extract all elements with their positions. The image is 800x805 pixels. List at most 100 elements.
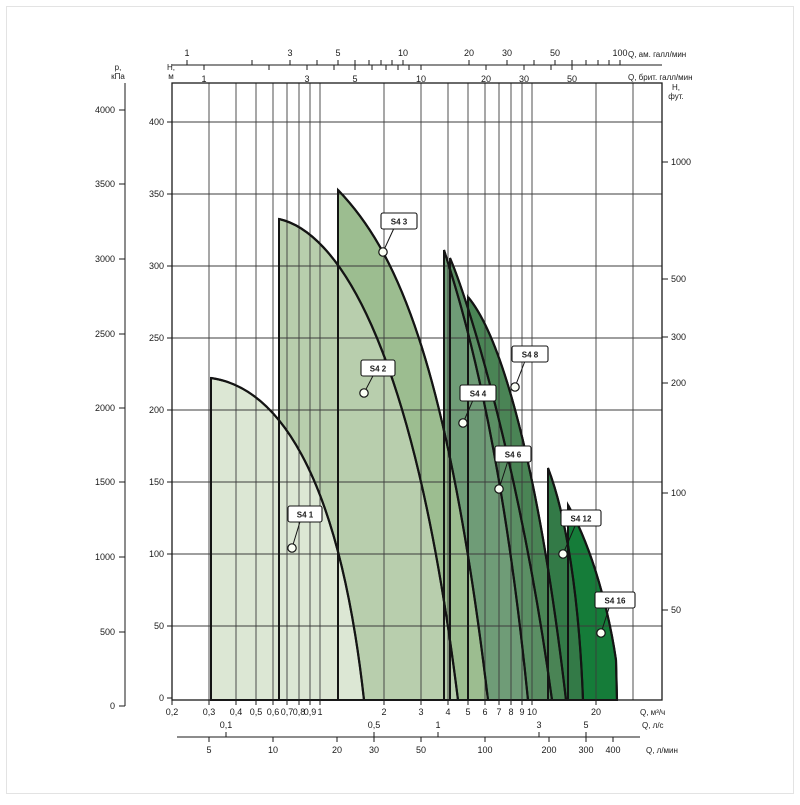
callout-box-s4-3: [380, 212, 418, 230]
page-border: [6, 6, 794, 794]
kpa-tick-label: 2000: [95, 403, 115, 413]
m3h-tick-label: 0,4: [230, 707, 243, 717]
h-ft-tick-label: 300: [671, 332, 686, 342]
model-callouts: S4 16 S4 12 S4 8 S4 6 S4 4 S4 3 S4 2 S4 1: [287, 212, 636, 638]
curve-marker-s4-4: [458, 418, 468, 428]
lmin-tick-label: 200: [541, 745, 556, 755]
kpa-tick-label: 3000: [95, 254, 115, 264]
m3h-tick-label: 0,6: [267, 707, 280, 717]
curve-marker-s4-16: [596, 628, 606, 638]
kpa-axis-label: p,: [115, 63, 122, 72]
callout-box-s4-8: [511, 345, 549, 363]
m3h-tick-label: 0,8: [293, 707, 306, 717]
curve-marker-s4-2: [359, 388, 369, 398]
kpa-tick-label: 500: [100, 627, 115, 637]
max-head-curve: [467, 296, 568, 701]
ls-tick-label: 3: [536, 720, 541, 730]
curve-marker-s4-3: [378, 247, 388, 257]
m3h-tick-label: 7: [496, 707, 501, 717]
callout-label-s4-12: S4 12: [571, 515, 592, 524]
m3h-tick-label: 3: [418, 707, 423, 717]
h-ft-tick-label: 500: [671, 274, 686, 284]
h-ft-tick-label: 50: [671, 605, 681, 615]
m3h-tick-label: 0,2: [166, 707, 179, 717]
kpa-tick-label: 1000: [95, 552, 115, 562]
m3h-tick-label: 4: [445, 707, 450, 717]
max-head-curve: [210, 376, 366, 701]
m3h-tick-label: 1: [317, 707, 322, 717]
h-m-axis-label: H,: [167, 63, 175, 72]
callout-box-s4-1: [287, 505, 323, 523]
ls-tick-label: 0,5: [368, 720, 381, 730]
lmin-tick-label: 300: [578, 745, 593, 755]
curve-marker-s4-12: [558, 549, 568, 559]
callout-box-s4-2: [360, 359, 396, 377]
kpa-tick-label: 3500: [95, 179, 115, 189]
m3h-tick-label: 8: [508, 707, 513, 717]
kpa-tick-label: 4000: [95, 105, 115, 115]
h-m-axis-label: м: [168, 72, 174, 81]
lmin-axis-label: Q, л/мин: [646, 746, 678, 755]
imp-gpm-tick-label: 3: [304, 74, 309, 84]
lmin-tick-label: 30: [369, 745, 379, 755]
h-ft-axis-label: H,: [672, 83, 680, 92]
h-ft-axis-label: фут.: [668, 92, 684, 101]
callout-box-s4-16: [594, 591, 636, 609]
us-gpm-tick-label: 30: [502, 48, 512, 58]
kpa-tick-label: 1500: [95, 477, 115, 487]
max-head-curve: [278, 217, 460, 701]
lmin-tick-label: 400: [605, 745, 620, 755]
h-m-tick-label: 0: [159, 693, 164, 703]
m3h-tick-label: 0,7: [281, 707, 294, 717]
kpa-axis-label: кПа: [111, 72, 125, 81]
callout-label-s4-16: S4 16: [605, 597, 626, 606]
imp-gpm-tick-label: 10: [416, 74, 426, 84]
ls-tick-label: 1: [435, 720, 440, 730]
kpa-axis: [119, 83, 126, 707]
us-gpm-tick-label: 5: [335, 48, 340, 58]
callout-label-s4-8: S4 8: [522, 351, 539, 360]
callout-label-s4-3: S4 3: [391, 218, 408, 227]
lmin-tick-label: 100: [477, 745, 492, 755]
m3h-tick-label: 0,3: [203, 707, 216, 717]
callout-label-s4-4: S4 4: [470, 390, 487, 399]
us-gpm-tick-label: 3: [287, 48, 292, 58]
m3h-tick-label: 5: [465, 707, 470, 717]
envelope-curves: [210, 189, 619, 701]
callout-leader-s4-12: [562, 525, 576, 555]
h-ft-tick-label: 1000: [671, 157, 691, 167]
ls-axis-label: Q, л/с: [642, 721, 664, 730]
callout-label-s4-2: S4 2: [370, 365, 387, 374]
m3h-tick-label: 0,5: [250, 707, 263, 717]
head-ft-axis: [662, 161, 668, 611]
h-m-tick-label: 400: [149, 117, 164, 127]
lmin-tick-label: 50: [416, 745, 426, 755]
imp-gpm-tick-label: 30: [519, 74, 529, 84]
us-gpm-tick-label: 1: [184, 48, 189, 58]
m3h-axis-label: Q, м³/ч: [640, 708, 665, 717]
curve-marker-s4-1: [287, 543, 297, 553]
imp-gpm-tick-label: 20: [481, 74, 491, 84]
curve-marker-s4-8: [510, 382, 520, 392]
h-m-tick-label: 150: [149, 477, 164, 487]
h-ft-tick-label: 100: [671, 488, 686, 498]
lmin-tick-label: 5: [206, 745, 211, 755]
imp-gpm-tick-label: 1: [201, 74, 206, 84]
top-flow-axes: [172, 60, 662, 70]
m3h-tick-label: 2: [381, 707, 386, 717]
h-m-tick-label: 50: [154, 621, 164, 631]
us-gpm-tick-label: 20: [464, 48, 474, 58]
h-ft-tick-label: 200: [671, 378, 686, 388]
callout-label-s4-1: S4 1: [297, 511, 314, 520]
lmin-tick-label: 20: [332, 745, 342, 755]
us-gpm-tick-label: 10: [398, 48, 408, 58]
h-m-tick-label: 100: [149, 549, 164, 559]
m3h-tick-label: 20: [591, 707, 601, 717]
imp-gpm-axis-label: Q, брит. галл/мин: [628, 73, 693, 82]
m3h-tick-label: 9: [519, 707, 524, 717]
us-gpm-axis-label: Q, ам. галл/мин: [628, 50, 686, 59]
head-m-axis: [167, 121, 172, 699]
h-m-tick-label: 300: [149, 261, 164, 271]
